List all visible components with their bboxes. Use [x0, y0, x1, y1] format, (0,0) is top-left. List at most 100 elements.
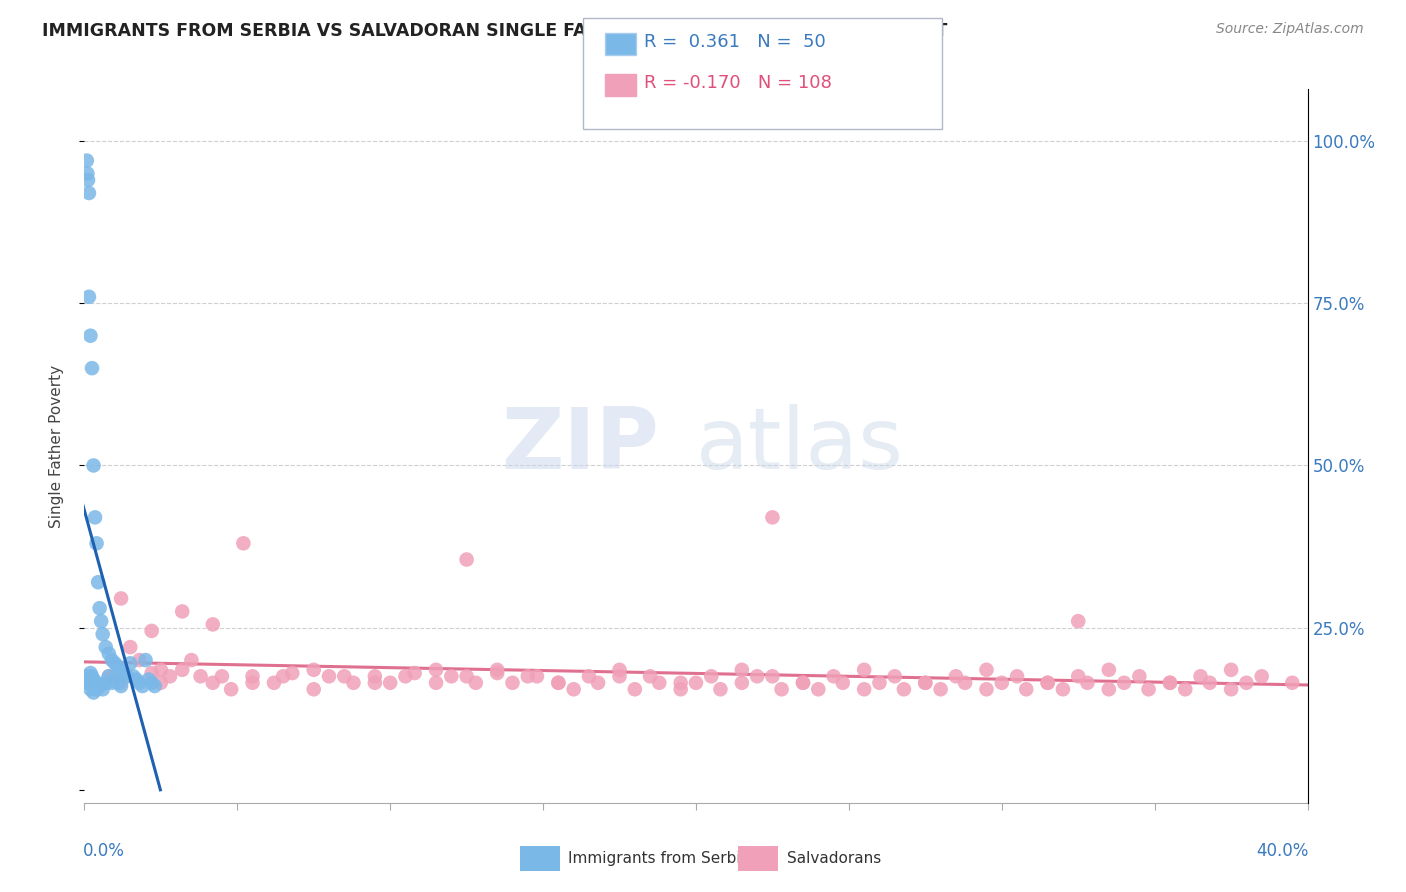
Point [1174, 682, 1197, 697]
Point [122, 669, 145, 683]
Point [1036, 675, 1059, 690]
Point [685, 675, 707, 690]
Point [80, 669, 103, 683]
Point [76, 669, 98, 683]
Point [138, 673, 160, 687]
Point [853, 682, 876, 697]
Text: ZIP: ZIP [502, 404, 659, 488]
Point [1281, 675, 1303, 690]
Point [1189, 669, 1212, 683]
Point [976, 682, 998, 697]
Point [1159, 675, 1181, 690]
Point [526, 669, 548, 683]
Point [79, 682, 101, 697]
Point [271, 669, 294, 683]
Point [342, 675, 364, 690]
Point [115, 669, 138, 683]
Point [831, 675, 853, 690]
Point [1198, 675, 1220, 690]
Point [201, 675, 224, 690]
Point [125, 673, 148, 687]
Point [669, 675, 692, 690]
Point [149, 675, 172, 690]
Point [84, 510, 107, 524]
Point [486, 666, 509, 681]
Point [747, 669, 769, 683]
Point [792, 675, 814, 690]
Point [440, 669, 463, 683]
Point [91, 627, 114, 641]
Point [648, 675, 671, 690]
Point [141, 624, 163, 638]
Text: Source: ZipAtlas.com: Source: ZipAtlas.com [1216, 22, 1364, 37]
Point [141, 675, 163, 690]
Point [869, 675, 891, 690]
Point [1250, 669, 1272, 683]
Point [107, 659, 129, 673]
Point [586, 675, 609, 690]
Point [77, 290, 100, 304]
Point [302, 682, 325, 697]
Point [149, 663, 172, 677]
Point [425, 675, 447, 690]
Point [1098, 663, 1121, 677]
Point [232, 536, 254, 550]
Point [86, 682, 108, 697]
Point [547, 675, 569, 690]
Point [91, 682, 114, 697]
Point [991, 675, 1014, 690]
Text: R =  0.361   N =  50: R = 0.361 N = 50 [644, 33, 825, 51]
Point [945, 669, 967, 683]
Point [1067, 669, 1090, 683]
Point [638, 669, 661, 683]
Point [141, 666, 163, 681]
Point [1220, 682, 1243, 697]
Point [516, 669, 538, 683]
Text: Salvadorans: Salvadorans [787, 851, 882, 865]
Point [110, 591, 132, 606]
Point [456, 552, 478, 566]
Point [731, 675, 754, 690]
Point [77, 186, 100, 200]
Point [211, 669, 233, 683]
Point [86, 675, 108, 690]
Text: 0.0%: 0.0% [83, 842, 125, 860]
Point [380, 675, 402, 690]
Point [76, 153, 98, 168]
Point [180, 653, 202, 667]
Point [110, 675, 132, 690]
Point [89, 601, 111, 615]
Point [1076, 675, 1098, 690]
Point [318, 669, 340, 683]
Point [101, 653, 124, 667]
Point [120, 640, 142, 654]
Point [76, 167, 98, 181]
Point [104, 657, 127, 671]
Point [86, 536, 108, 550]
Point [562, 682, 585, 697]
Point [219, 682, 242, 697]
Point [1137, 682, 1160, 697]
Point [120, 657, 142, 671]
Point [502, 675, 524, 690]
Point [90, 614, 112, 628]
Point [1015, 682, 1038, 697]
Point [669, 682, 692, 697]
Point [77, 173, 100, 187]
Point [107, 675, 129, 690]
Point [172, 663, 194, 677]
Point [425, 663, 447, 677]
Point [761, 510, 783, 524]
Point [883, 669, 905, 683]
Point [242, 675, 264, 690]
Text: IMMIGRANTS FROM SERBIA VS SALVADORAN SINGLE FATHER POVERTY CORRELATION CHART: IMMIGRANTS FROM SERBIA VS SALVADORAN SIN… [42, 22, 948, 40]
Text: R = -0.170   N = 108: R = -0.170 N = 108 [644, 74, 832, 92]
Point [190, 669, 212, 683]
Point [624, 682, 647, 697]
Point [83, 673, 105, 687]
Point [97, 647, 120, 661]
Point [110, 679, 132, 693]
Point [823, 669, 845, 683]
Point [1067, 614, 1090, 628]
Point [1159, 675, 1181, 690]
